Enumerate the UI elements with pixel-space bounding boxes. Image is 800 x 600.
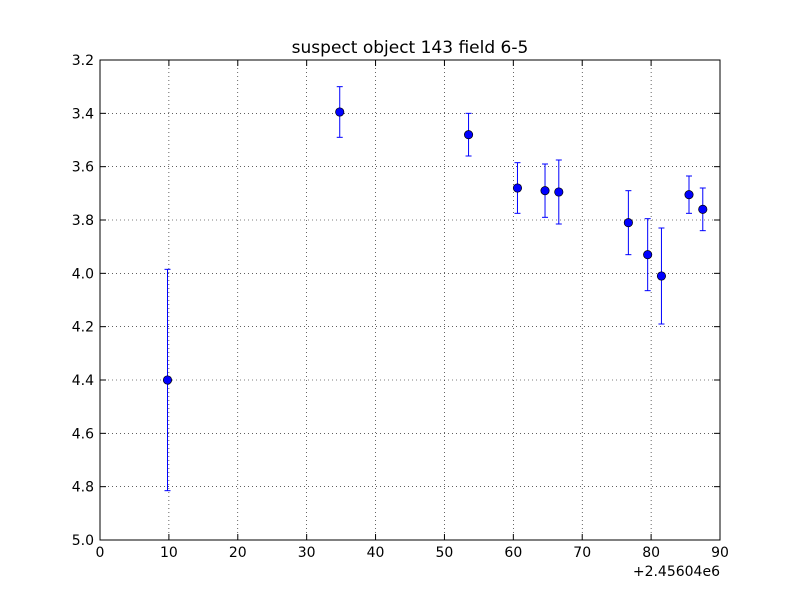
- data-point: [554, 187, 564, 197]
- y-tick-label: 4.0: [72, 266, 94, 282]
- plot-frame: [99, 59, 721, 541]
- y-tick-label: 3.4: [72, 106, 94, 122]
- x-tick-label: 30: [298, 545, 316, 561]
- grid: [100, 60, 720, 540]
- y-tick-label: 5.0: [72, 533, 94, 549]
- x-offset-label: +2.45604e6: [633, 564, 720, 580]
- x-tick-label: 90: [711, 545, 729, 561]
- data-point: [512, 183, 523, 193]
- data-point: [643, 250, 653, 260]
- y-tick-label: 4.8: [72, 480, 94, 496]
- data-series: [162, 86, 708, 492]
- y-tick-labels: 3.2 3.4 3.6 3.8 4.0 4.2 4.4 4.6 4.8 5.0: [72, 53, 94, 549]
- y-tick-label: 4.2: [72, 320, 94, 336]
- data-point: [162, 375, 173, 385]
- x-tick-label: 60: [504, 545, 522, 561]
- data-point: [623, 218, 633, 228]
- plot-area: [100, 60, 720, 540]
- data-point: [698, 204, 708, 214]
- x-tick-label: 0: [96, 545, 105, 561]
- x-tick-label: 50: [436, 545, 454, 561]
- data-point: [464, 130, 474, 140]
- x-tick-label: 70: [573, 545, 591, 561]
- x-tick-label: 10: [160, 545, 178, 561]
- y-tick-label: 4.4: [72, 373, 94, 389]
- data-point: [656, 271, 666, 281]
- x-tick-label: 40: [367, 545, 385, 561]
- data-point: [540, 186, 550, 196]
- x-tick-labels: 0 10 20 30 40 50 60 70 80 90: [96, 545, 729, 561]
- data-point: [684, 190, 694, 200]
- x-tick-label: 80: [642, 545, 660, 561]
- x-tick-label: 20: [229, 545, 247, 561]
- chart-title: suspect object 143 field 6-5: [292, 38, 529, 58]
- y-tick-label: 4.6: [72, 426, 94, 442]
- data-point: [335, 107, 345, 117]
- y-tick-label: 3.8: [72, 213, 94, 229]
- y-tick-label: 3.2: [72, 53, 94, 69]
- y-tick-label: 3.6: [72, 160, 94, 176]
